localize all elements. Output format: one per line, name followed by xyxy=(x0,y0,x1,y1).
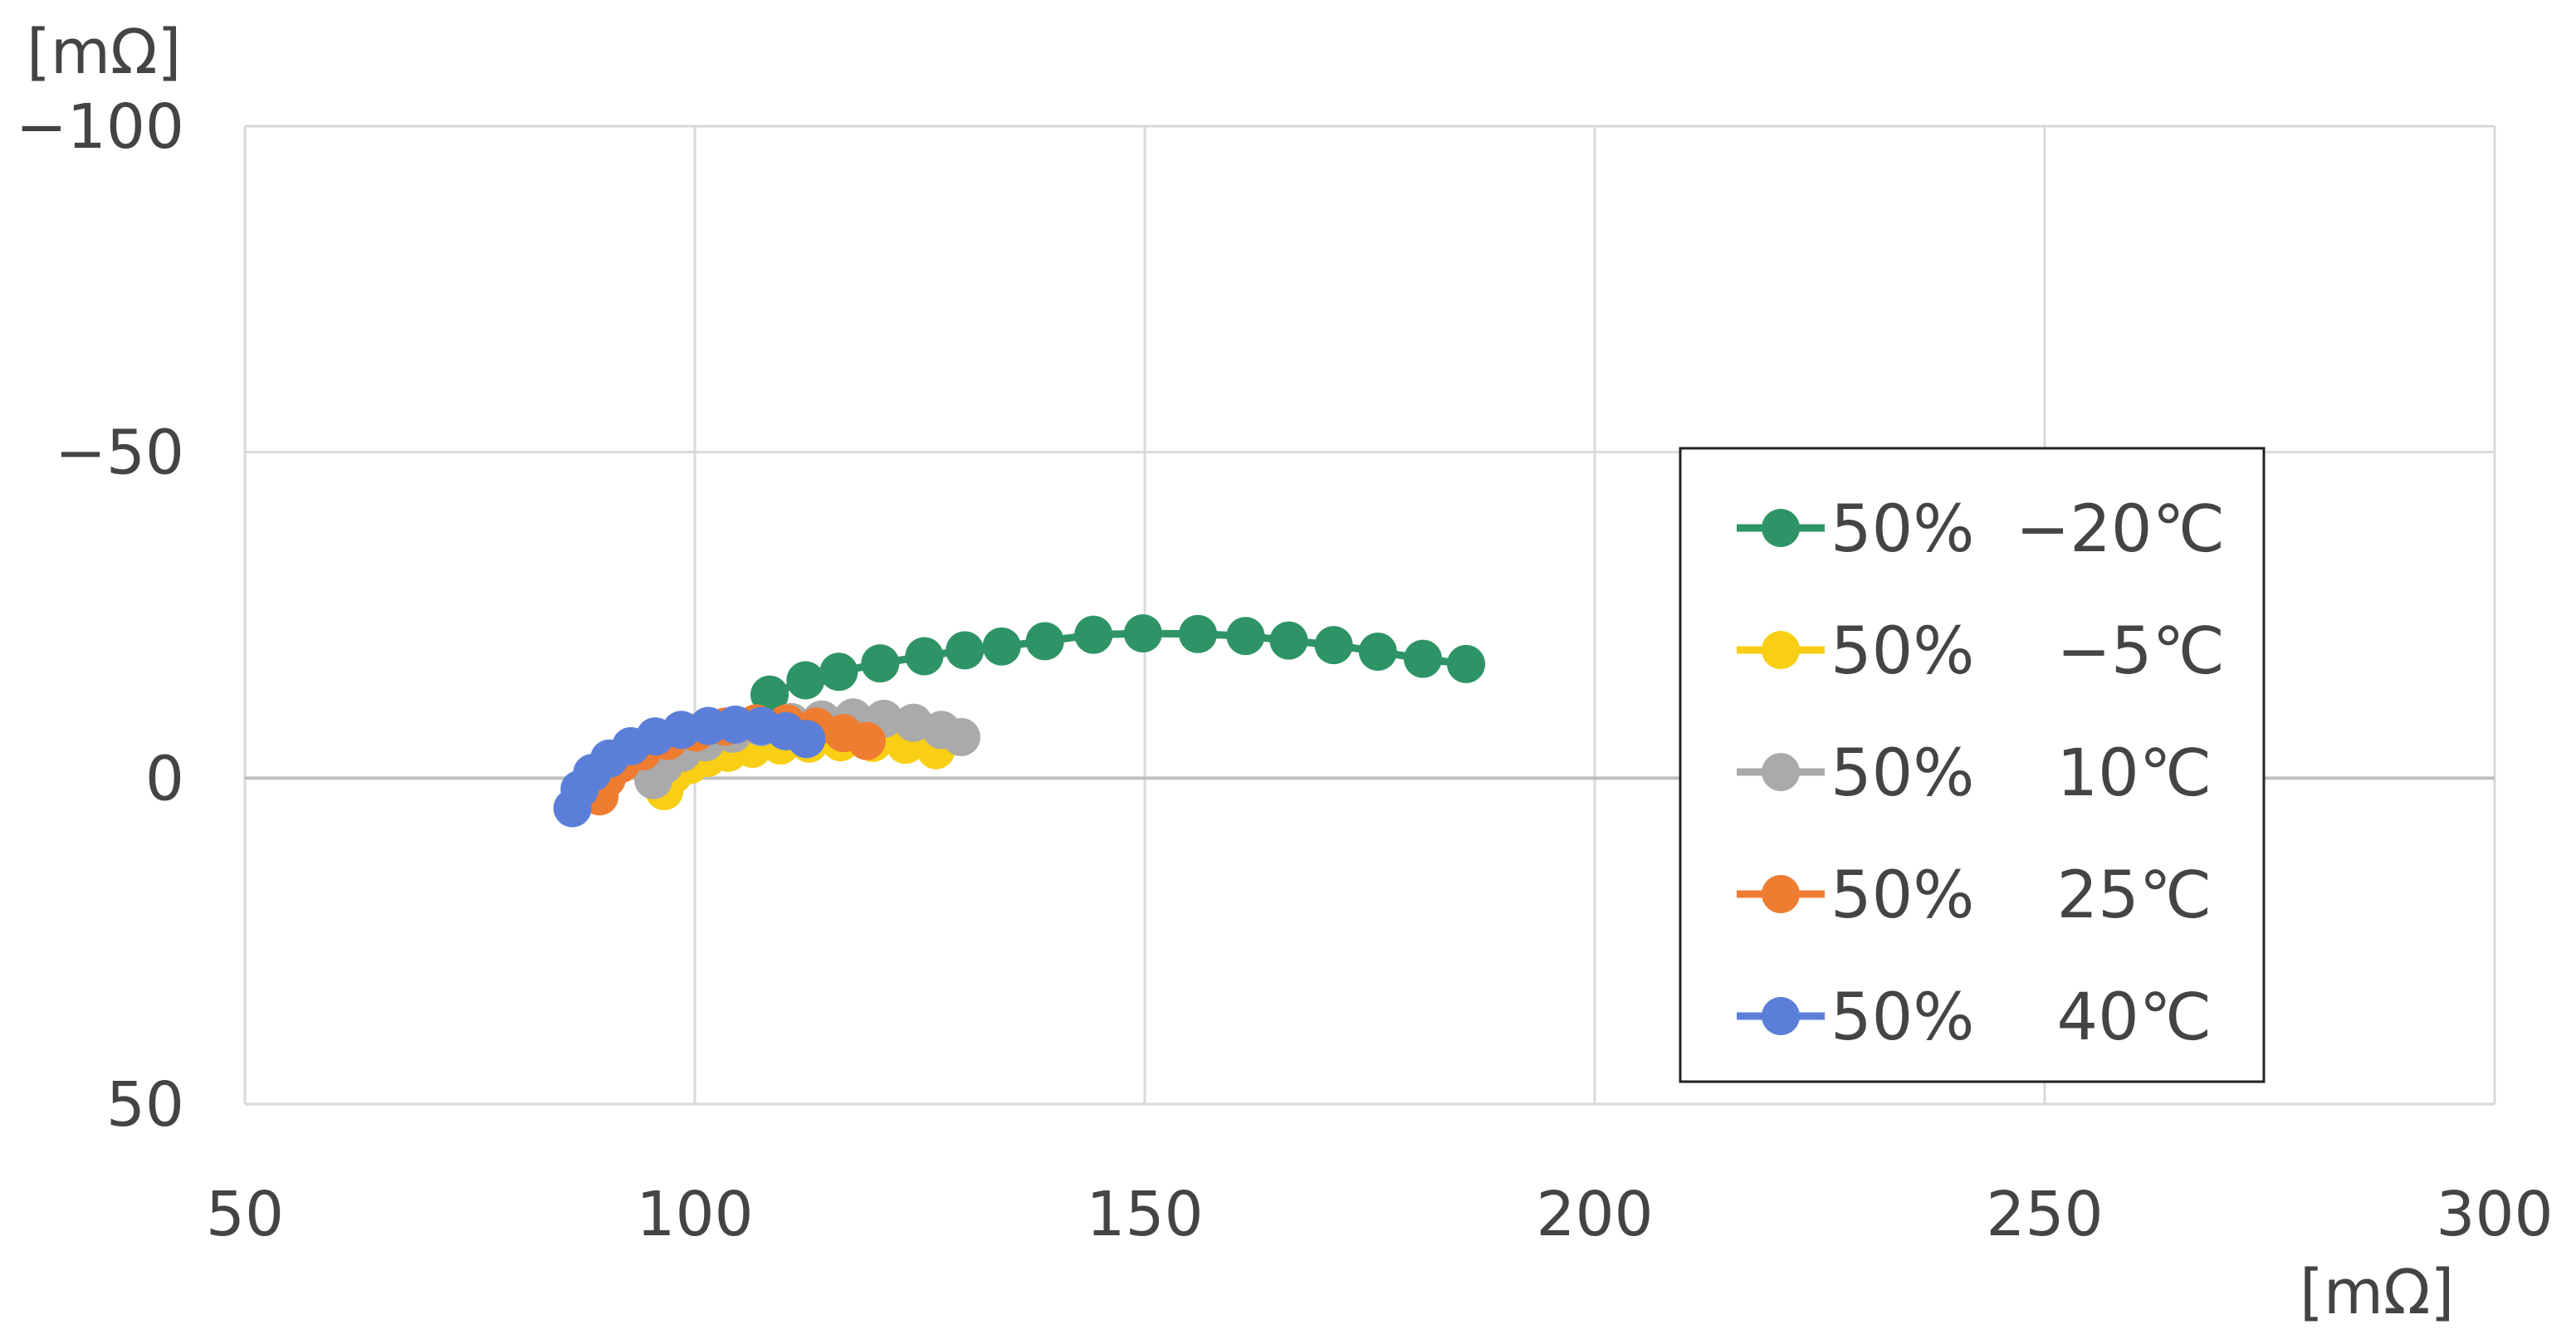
legend-label: 50% −20℃ xyxy=(1831,492,2225,567)
data-point xyxy=(1269,621,1308,660)
data-point xyxy=(1074,615,1113,654)
data-point xyxy=(848,721,886,760)
legend-label: 50% 10℃ xyxy=(1831,736,2212,811)
data-point xyxy=(1179,614,1217,653)
x-tick-label: 300 xyxy=(2436,1179,2553,1250)
legend-item: 50% 10℃ xyxy=(1737,736,2212,811)
data-point xyxy=(946,631,985,670)
legend: 50% −20℃ 50% −5℃ 50% 10℃ 50% 25℃ 50% 40℃ xyxy=(1679,447,2266,1083)
x-tick-label: 150 xyxy=(1086,1179,1203,1250)
x-tick-labels: 50 100 150 200 250 300 xyxy=(206,1179,2554,1250)
data-point xyxy=(982,627,1021,666)
x-tick-label: 250 xyxy=(1986,1179,2103,1250)
data-point xyxy=(750,675,789,714)
data-point xyxy=(941,717,980,756)
legend-marker xyxy=(1762,753,1800,791)
series-1 xyxy=(750,614,1485,714)
data-point xyxy=(905,637,944,676)
x-tick-label: 100 xyxy=(636,1179,753,1250)
data-point xyxy=(819,652,858,692)
y-axis-unit-label: [mΩ] xyxy=(27,17,181,88)
legend-marker xyxy=(1762,631,1800,669)
data-point xyxy=(689,706,728,745)
data-series xyxy=(553,614,1485,828)
y-tick-label: 50 xyxy=(106,1069,184,1141)
data-point xyxy=(861,644,900,683)
data-point xyxy=(1314,626,1353,665)
series-5 xyxy=(553,705,826,828)
legend-item: 50% −20℃ xyxy=(1737,492,2225,567)
data-point xyxy=(1123,614,1162,652)
y-tick-label: 0 xyxy=(145,743,184,814)
y-tick-label: −100 xyxy=(16,91,184,163)
data-point xyxy=(1447,644,1485,683)
data-point xyxy=(787,720,826,759)
legend-item: 50% 40℃ xyxy=(1737,980,2212,1055)
y-tick-labels: −100 −50 0 50 xyxy=(16,91,184,1141)
legend-item: 50% −5℃ xyxy=(1737,614,2225,689)
legend-label: 50% 40℃ xyxy=(1831,980,2212,1055)
x-tick-label: 50 xyxy=(206,1179,284,1250)
y-tick-label: −50 xyxy=(55,418,184,489)
x-tick-label: 200 xyxy=(1536,1179,1653,1250)
data-point xyxy=(1358,633,1397,671)
legend-label: 50% −5℃ xyxy=(1831,614,2225,689)
legend-marker xyxy=(1762,997,1800,1035)
data-point xyxy=(1226,617,1265,656)
legend-marker xyxy=(1762,509,1800,547)
data-point xyxy=(1025,622,1064,661)
legend-label: 50% 25℃ xyxy=(1831,858,2212,933)
data-point xyxy=(1404,639,1442,678)
data-point xyxy=(786,661,825,700)
x-axis-unit-label: [mΩ] xyxy=(2300,1257,2454,1328)
legend-marker xyxy=(1762,875,1800,913)
legend-item: 50% 25℃ xyxy=(1737,858,2212,933)
